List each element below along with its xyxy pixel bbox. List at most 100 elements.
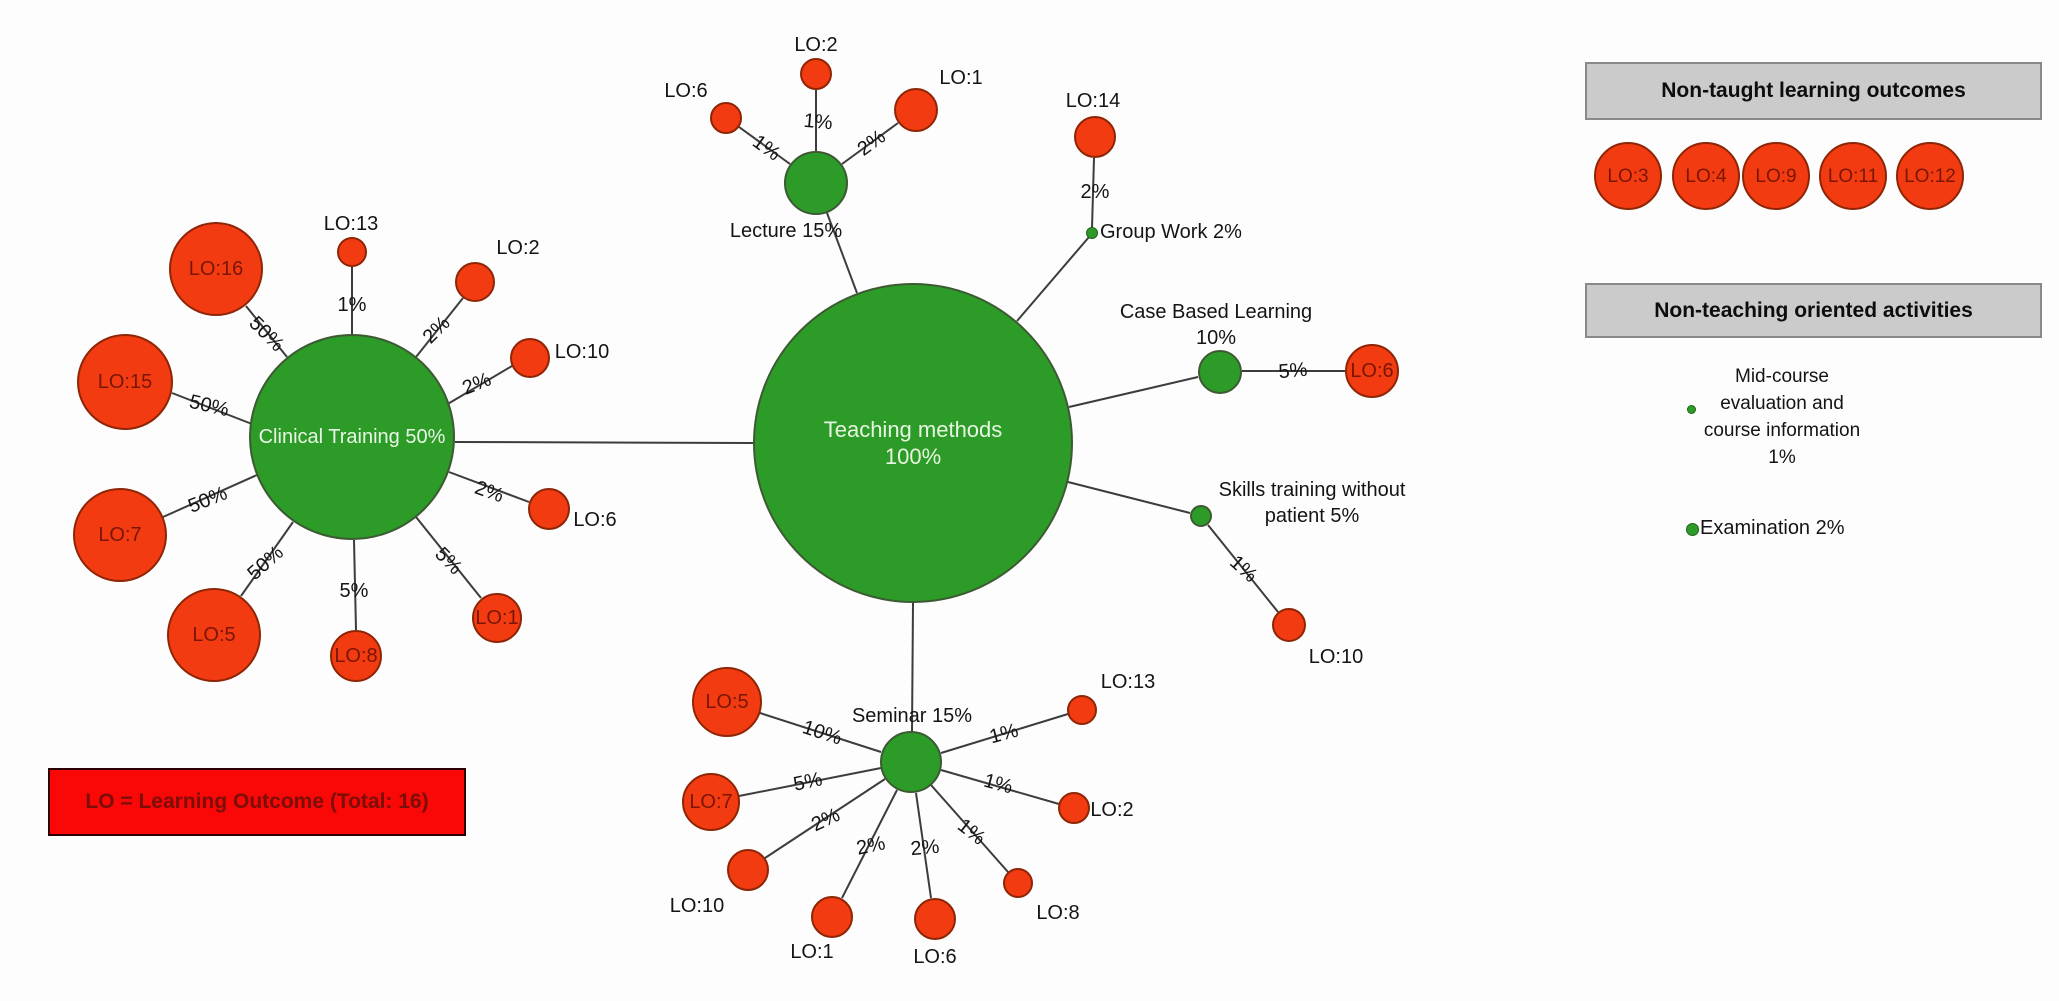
node-lo7-clinical: LO:7 [73,488,167,582]
edge-groupwork-lo14 [1091,157,1095,229]
node-lo10-skills [1272,608,1306,642]
node-lo1-seminar [811,896,853,938]
edge-percent-label: 2% [1080,181,1110,203]
node-lo3-nontaught: LO:3 [1594,142,1662,210]
group-work-node [1086,227,1098,239]
case-based-learning-label: Case Based Learning 10% [1119,301,1313,349]
edge-teaching-seminar [911,602,914,732]
lo-label: LO:4 [1685,165,1727,187]
lo-legend-box: LO = Learning Outcome (Total: 16) [48,768,466,836]
node-lo11-nontaught: LO:11 [1819,142,1887,210]
edge-teaching-groupwork [1016,236,1090,322]
skills-training-label: Skills training without patient 5% [1218,479,1406,527]
node-lo6-casebased: LO:6 [1345,344,1399,398]
non-teaching-activities-header: Non-teaching oriented activities [1585,283,2042,338]
edge-seminar-lo10 [764,778,886,859]
node-lo10-seminar [727,849,769,891]
teaching-methods-node: Teaching methods 100% [753,283,1073,603]
edge-seminar-lo13 [940,713,1069,754]
node-lo10-clinical [510,338,550,378]
lo-label: LO:15 [97,371,153,393]
node-lo8-seminar [1003,868,1033,898]
lo-label: LO:6 [664,80,708,102]
node-lo5-seminar: LO:5 [692,667,762,737]
edge-clinical-lo6 [448,471,530,503]
edge-clinical-lo8 [353,539,357,631]
teaching-methods-label: Teaching methods 100% [823,417,1003,469]
non-teaching-activities-title: Non-teaching oriented activities [1654,298,1973,322]
edge-percent-label: 5% [339,580,369,602]
node-lo1-lecture [894,88,938,132]
lo-label: LO:6 [913,946,957,968]
node-lo12-nontaught: LO:12 [1896,142,1964,210]
lo-label: LO:13 [323,213,379,235]
edge-teaching-casebased [1068,376,1199,408]
edge-clinical-lo5 [240,521,294,597]
mid-course-node [1687,405,1696,414]
edge-clinical-lo16 [245,305,288,358]
case-based-learning-node [1198,350,1242,394]
node-lo16-clinical: LO:16 [169,222,263,316]
skills-training-node [1190,505,1212,527]
edge-clinical-lo1 [415,516,482,599]
edge-lecture-lo6 [738,126,791,165]
lo-label: LO:13 [1100,671,1156,693]
edge-seminar-lo6 [915,792,932,899]
node-lo13-seminar [1067,695,1097,725]
lo-label: LO:8 [334,645,378,667]
edge-seminar-lo7 [738,767,882,797]
node-lo8-clinical: LO:8 [330,630,382,682]
lo-label: LO:14 [1065,90,1121,112]
lo-label: LO:7 [689,791,733,813]
lecture-label: Lecture 15% [729,220,843,242]
node-lo2-seminar [1058,792,1090,824]
lo-label: LO:8 [1036,902,1080,924]
lo-label: LO:7 [98,524,142,546]
lo-label: LO:6 [1350,360,1394,382]
node-lo2-clinical [455,262,495,302]
clinical-training-node: Clinical Training 50% [249,334,455,540]
clinical-training-label: Clinical Training 50% [258,425,446,448]
node-lo14-groupwork [1074,116,1116,158]
edge-clinical-lo10 [445,365,513,406]
edge-teaching-lecture [826,212,858,294]
examination-label: Examination 2% [1700,517,1845,539]
non-taught-outcomes-title: Non-taught learning outcomes [1661,79,1966,102]
edge-seminar-lo2 [940,769,1060,805]
edge-seminar-lo5 [759,712,882,753]
edge-group [162,90,1345,899]
node-lo1-clinical: LO:1 [472,593,522,643]
non-taught-outcomes-header: Non-taught learning outcomes [1585,62,2042,120]
edge-percent-label: 1% [337,294,367,316]
lo-label: LO:3 [1607,165,1649,187]
node-lo6-clinical [528,488,570,530]
node-lo6-seminar [914,898,956,940]
lo-label: LO:2 [496,237,540,259]
lo-label: LO:1 [790,941,834,963]
lo-label: LO:12 [1904,165,1956,187]
edge-seminar-lo1 [841,789,898,899]
lo-label: LO:5 [192,624,236,646]
lo-label: LO:9 [1755,165,1797,187]
node-lo5-clinical: LO:5 [167,588,261,682]
lo-label: LO:2 [794,34,838,56]
lo-label: LO:10 [554,341,610,363]
node-lo2-lecture [800,58,832,90]
lo-label: LO:10 [1308,646,1364,668]
mid-course-label: Mid-course evaluation and course informa… [1703,366,1861,468]
edge-clinical-lo2 [415,297,464,358]
lo-label: LO:11 [1827,165,1879,187]
edge-lecture-lo1 [841,122,899,165]
edge-clinical-teaching [454,441,754,444]
examination-node [1686,523,1699,536]
lo-legend-label: LO = Learning Outcome (Total: 16) [85,790,429,813]
node-lo13-clinical [337,237,367,267]
seminar-node [880,731,942,793]
lo-label: LO:16 [188,258,244,280]
seminar-label: Seminar 15% [851,705,973,727]
node-lo9-nontaught: LO:9 [1742,142,1810,210]
edge-clinical-lo7 [162,474,258,518]
lo-label: LO:1 [939,67,983,89]
